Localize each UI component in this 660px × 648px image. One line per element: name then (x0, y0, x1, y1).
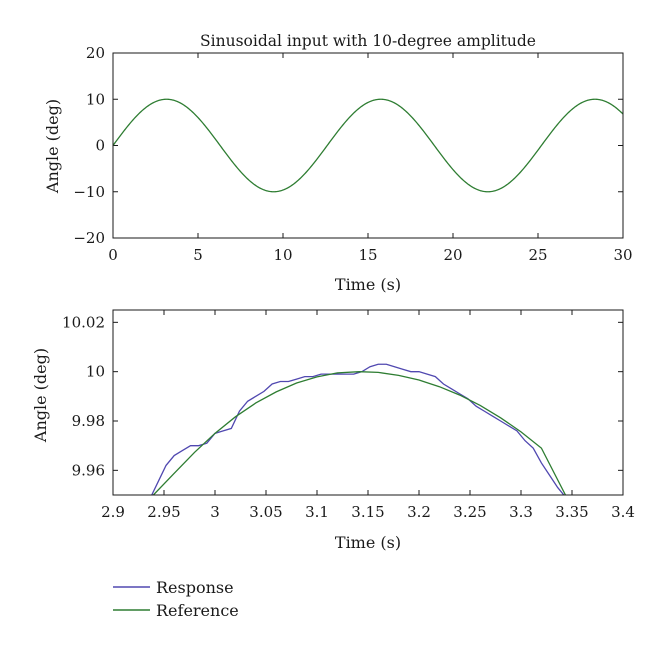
y-tick-label: −10 (73, 183, 105, 201)
x-tick-label: 3.25 (453, 503, 486, 521)
x-tick-label: 3.3 (509, 503, 533, 521)
x-tick-label: 3.35 (555, 503, 588, 521)
x-tick-label: 2.9 (101, 503, 125, 521)
x-tick-label: 0 (108, 246, 118, 264)
y-tick-label: 9.96 (72, 461, 105, 479)
x-tick-label: 3 (210, 503, 220, 521)
y-tick-label: 10.02 (62, 313, 105, 331)
series-line-response (151, 363, 565, 495)
top-plot-frame (112, 52, 624, 239)
x-tick-label: 2.95 (147, 503, 180, 521)
y-tick-label: 0 (95, 137, 105, 155)
y-tick-label: 20 (86, 44, 105, 62)
bottom-axis-ticks: 2.9 2.95 3 3.05 3.1 3.15 3.2 3.25 3.3 3.35 3.4 9.96… (62, 310, 635, 521)
x-tick-label: 5 (193, 246, 203, 264)
x-tick-label: 3.1 (305, 503, 329, 521)
x-tick-label: 3.15 (351, 503, 384, 521)
series-line-reference (152, 371, 567, 495)
legend-label-response: Response (156, 578, 234, 597)
top-series (113, 98, 623, 193)
top-y-axis-label: Angle (deg) (43, 99, 62, 194)
plot-title: Sinusoidal input with 10-degree amplitud… (200, 32, 536, 50)
y-tick-label: 9.98 (72, 412, 105, 430)
bottom-y-axis-label: Angle (deg) (31, 348, 50, 443)
top-axis-ticks: 0 5 10 15 20 25 30 −20 −10 0 10 20 (73, 44, 632, 264)
x-tick-label: 3.05 (249, 503, 282, 521)
x-tick-label: 30 (613, 246, 632, 264)
y-tick-label: 10 (86, 90, 105, 108)
x-tick-label: 20 (443, 246, 462, 264)
y-tick-label: −20 (73, 229, 105, 247)
x-tick-label: 25 (528, 246, 547, 264)
x-tick-label: 3.4 (611, 503, 635, 521)
zoom-plot: 2.9 2.95 3 3.05 3.1 3.15 3.2 3.25 3.3 3.35 3.4 9.96… (31, 309, 635, 552)
x-tick-label: 15 (358, 246, 377, 264)
sinusoid-plot: Sinusoidal input with 10-degree amplitud… (43, 32, 633, 294)
bottom-plot-frame (112, 309, 624, 496)
y-tick-label: 10 (86, 363, 105, 381)
top-x-axis-label: Time (s) (335, 275, 401, 294)
bottom-series (151, 363, 567, 495)
x-tick-label: 3.2 (407, 503, 431, 521)
legend: Response Reference (113, 578, 239, 620)
bottom-x-axis-label: Time (s) (335, 533, 401, 552)
x-tick-label: 10 (273, 246, 292, 264)
series-line-reference (113, 98, 623, 193)
legend-label-reference: Reference (156, 601, 239, 620)
